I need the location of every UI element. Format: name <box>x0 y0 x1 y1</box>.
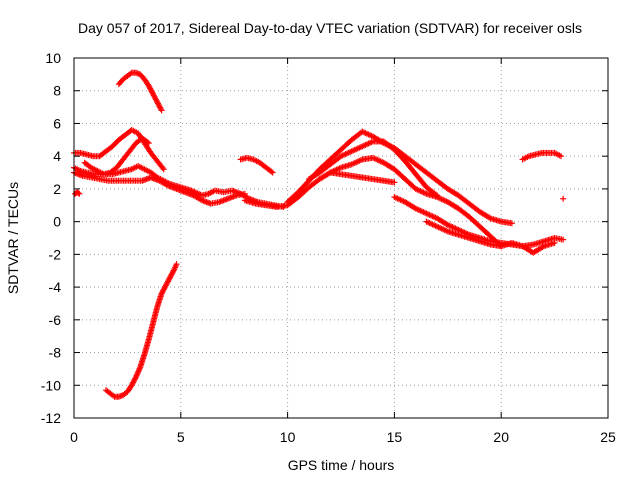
data-point <box>160 166 167 173</box>
data-point-dense <box>75 190 82 196</box>
data-point <box>434 192 441 199</box>
x-tick-label: 25 <box>600 429 616 445</box>
data-point-dense <box>432 191 439 198</box>
data-point <box>508 220 515 227</box>
data-point <box>269 169 276 176</box>
y-tick-label: -8 <box>49 345 62 361</box>
x-tick-label: 20 <box>493 429 509 445</box>
x-tick-label: 10 <box>280 429 296 445</box>
y-tick-label: 8 <box>53 83 61 99</box>
plot-frame <box>73 57 609 419</box>
data-point-dense <box>486 214 493 221</box>
y-tick-label: 2 <box>53 181 61 197</box>
data-point <box>158 107 165 114</box>
data-points <box>71 69 567 400</box>
data-point-dense <box>268 168 275 175</box>
data-point-dense <box>159 164 166 171</box>
x-tick-label: 0 <box>70 429 78 445</box>
y-tick-label: 4 <box>53 148 61 164</box>
data-point <box>560 236 567 243</box>
data-point <box>558 153 565 160</box>
y-tick-label: 6 <box>53 115 61 131</box>
y-tick-label: 10 <box>45 50 61 66</box>
x-tick-label: 5 <box>177 429 185 445</box>
x-axis-label: GPS time / hours <box>288 457 395 473</box>
y-tick-label: -2 <box>49 246 62 262</box>
data-point <box>241 190 248 197</box>
data-point-dense <box>144 139 151 146</box>
chart-title: Day 057 of 2017, Sidereal Day-to-day VTE… <box>78 20 582 36</box>
y-axis-label: SDTVAR / TECUs <box>5 182 21 294</box>
y-tick-label: -6 <box>49 312 62 328</box>
y-tick-label: -10 <box>41 377 61 393</box>
x-tick-labels: 0 5 10 15 20 25 <box>70 429 616 445</box>
axis-ticks <box>73 57 609 419</box>
data-point <box>391 179 398 186</box>
y-tick-label: -4 <box>49 279 62 295</box>
data-point-dense <box>132 375 139 382</box>
y-tick-labels: 10 8 6 4 2 0 -2 -4 -6 -8 -10 -12 <box>41 50 61 426</box>
data-point-dense <box>157 106 164 112</box>
data-point <box>551 239 558 246</box>
data-point <box>560 195 567 202</box>
y-tick-label: 0 <box>53 214 61 230</box>
y-tick-label: -12 <box>41 410 61 426</box>
data-point-dense <box>539 244 546 250</box>
data-point <box>173 261 180 268</box>
data-point <box>76 190 83 197</box>
data-point <box>145 140 152 147</box>
x-tick-label: 15 <box>387 429 403 445</box>
grid-lines <box>74 58 608 418</box>
